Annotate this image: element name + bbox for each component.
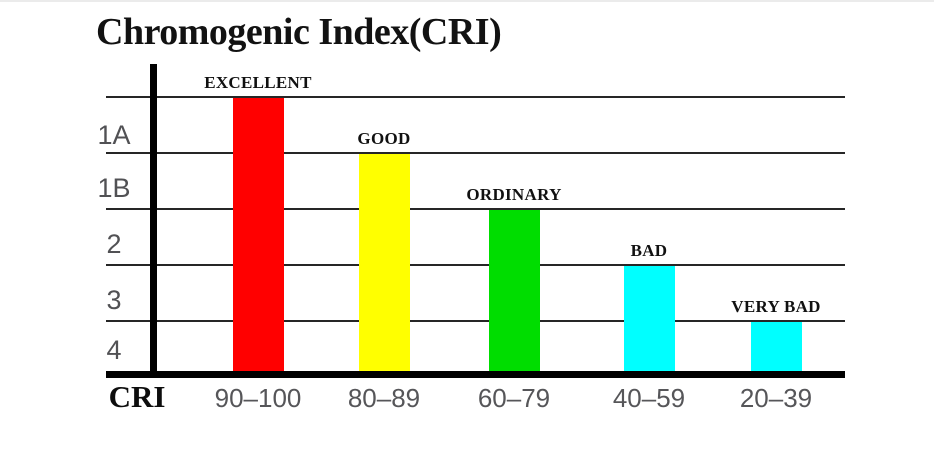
x-tick-label: 60–79 [477, 383, 551, 413]
x-axis-line [106, 371, 845, 378]
x-tick-label: 80–89 [347, 383, 421, 413]
x-tick-label: 40–59 [612, 383, 686, 413]
y-tick-label: 1A [97, 120, 131, 150]
bar-label: ORDINARY [466, 185, 562, 204]
x-axis-title: CRI [108, 379, 166, 414]
bar [623, 266, 675, 371]
bar-label: EXCELLENT [204, 73, 312, 92]
gridline-4 [106, 264, 845, 266]
bar [488, 210, 540, 371]
y-tick-label: 1B [97, 173, 131, 203]
y-tick-label: 2 [106, 229, 122, 259]
top-border [0, 0, 934, 2]
bar [232, 98, 284, 371]
y-axis-line [150, 64, 157, 378]
gridline-1 [106, 96, 845, 98]
bar [750, 322, 802, 371]
x-tick-label: 90–100 [214, 383, 302, 413]
bar-label: GOOD [357, 129, 411, 148]
gridline-2 [106, 152, 845, 154]
y-tick-label: 3 [106, 285, 122, 315]
gridline-5 [106, 320, 845, 322]
bar-label: BAD [630, 241, 668, 260]
gridline-3 [106, 208, 845, 210]
y-tick-label: 4 [106, 335, 122, 365]
x-tick-label: 20–39 [739, 383, 813, 413]
bar-label: VERY BAD [731, 297, 821, 316]
bar [358, 154, 410, 371]
chart-title: Chromogenic Index(CRI) [96, 11, 502, 53]
